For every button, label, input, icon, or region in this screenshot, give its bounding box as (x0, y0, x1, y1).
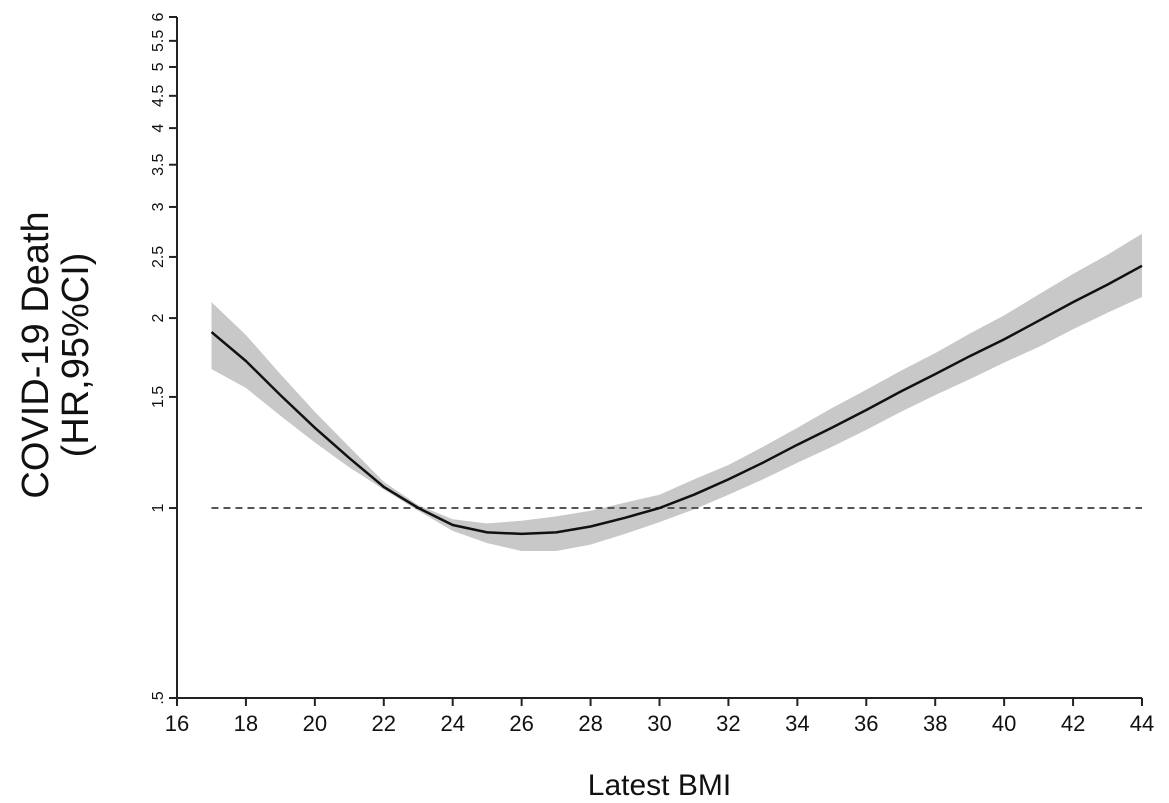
y-tick-label-.5: .5 (150, 691, 167, 704)
y-axis-title-line-1: COVID-19 Death (15, 211, 57, 498)
axis-labels-layer: 16 18 20 22 24 26 28 30 32 34 36 38 40 42 44.511.522.5… (15, 12, 1154, 802)
y-tick-label-5.5: 5.5 (150, 30, 167, 52)
x-tick-label-28: 28 (578, 711, 602, 736)
x-tick-label-40: 40 (992, 711, 1016, 736)
confidence-band-layer (211, 233, 1142, 552)
x-tick-label-36: 36 (854, 711, 878, 736)
y-tick-label-3: 3 (150, 202, 167, 211)
x-tick-label-24: 24 (440, 711, 464, 736)
x-tick-label-26: 26 (509, 711, 533, 736)
y-tick-label-2: 2 (150, 314, 167, 323)
x-tick-label-42: 42 (1061, 711, 1085, 736)
y-axis-title-line-2: (HR,95%CI) (55, 253, 97, 458)
x-tick-label-30: 30 (647, 711, 671, 736)
y-tick-label-1.5: 1.5 (150, 386, 167, 408)
y-tick-label-5: 5 (150, 62, 167, 71)
y-tick-label-2.5: 2.5 (150, 246, 167, 268)
x-tick-label-22: 22 (372, 711, 396, 736)
y-tick-label-4: 4 (150, 124, 167, 133)
x-tick-label-32: 32 (716, 711, 740, 736)
x-tick-label-20: 20 (303, 711, 327, 736)
confidence-interval-band (211, 233, 1142, 552)
y-tick-label-1: 1 (150, 503, 167, 512)
x-tick-label-34: 34 (785, 711, 809, 736)
x-axis-title: Latest BMI (588, 769, 731, 802)
x-tick-label-44: 44 (1130, 711, 1154, 736)
y-tick-label-4.5: 4.5 (150, 85, 167, 107)
x-tick-label-38: 38 (923, 711, 947, 736)
axes-layer (169, 16, 1143, 706)
x-tick-label-16: 16 (165, 711, 189, 736)
y-tick-label-6: 6 (150, 12, 167, 21)
y-tick-label-3.5: 3.5 (150, 153, 167, 175)
hazard-ratio-line-layer (210, 264, 1143, 536)
x-tick-label-18: 18 (234, 711, 258, 736)
hazard-ratio-curve (210, 264, 1143, 536)
